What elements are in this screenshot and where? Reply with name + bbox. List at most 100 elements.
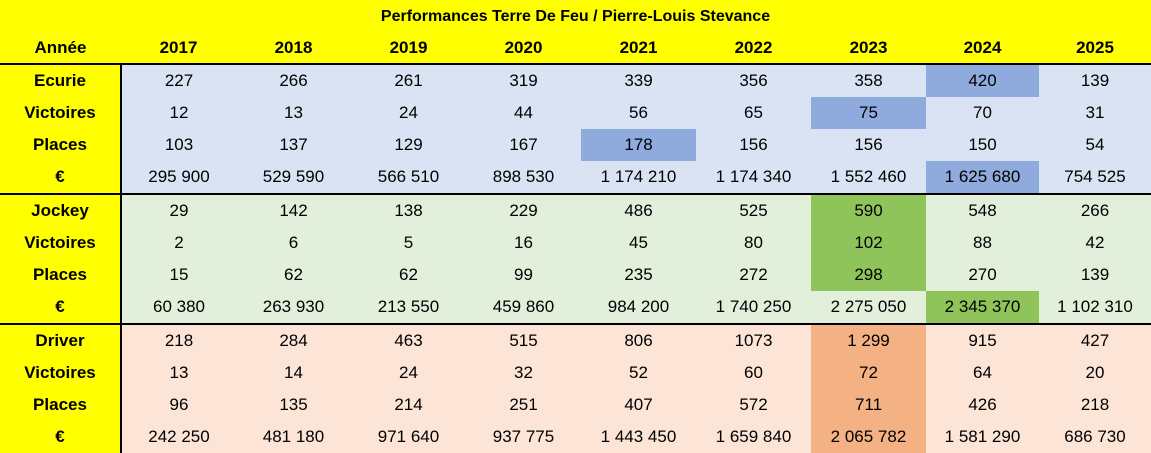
value-cell[interactable]: 1 102 310 (1039, 291, 1151, 324)
value-cell[interactable]: 1 552 460 (811, 161, 926, 194)
value-cell[interactable]: 272 (696, 259, 811, 291)
value-cell[interactable]: 31 (1039, 97, 1151, 129)
value-cell[interactable]: 263 930 (236, 291, 351, 324)
value-cell[interactable]: 2 345 370 (926, 291, 1039, 324)
value-cell[interactable]: 2 065 782 (811, 421, 926, 453)
value-cell[interactable]: 103 (121, 129, 236, 161)
value-cell[interactable]: 150 (926, 129, 1039, 161)
value-cell[interactable]: 266 (236, 63, 351, 97)
value-cell[interactable]: 915 (926, 323, 1039, 357)
value-cell[interactable]: 44 (466, 97, 581, 129)
value-cell[interactable]: 261 (351, 63, 466, 97)
value-cell[interactable]: 52 (581, 357, 696, 389)
value-cell[interactable]: 14 (236, 357, 351, 389)
value-cell[interactable]: 1 740 250 (696, 291, 811, 324)
value-cell[interactable]: 711 (811, 389, 926, 421)
value-cell[interactable]: 235 (581, 259, 696, 291)
value-cell[interactable]: 284 (236, 323, 351, 357)
value-cell[interactable]: 319 (466, 63, 581, 97)
value-cell[interactable]: 96 (121, 389, 236, 421)
value-cell[interactable]: 138 (351, 193, 466, 227)
value-cell[interactable]: 178 (581, 129, 696, 161)
value-cell[interactable]: 242 250 (121, 421, 236, 453)
value-cell[interactable]: 62 (351, 259, 466, 291)
value-cell[interactable]: 218 (121, 323, 236, 357)
value-cell[interactable]: 32 (466, 357, 581, 389)
value-cell[interactable]: 56 (581, 97, 696, 129)
value-cell[interactable]: 64 (926, 357, 1039, 389)
value-cell[interactable]: 420 (926, 63, 1039, 97)
value-cell[interactable]: 427 (1039, 323, 1151, 357)
value-cell[interactable]: 88 (926, 227, 1039, 259)
value-cell[interactable]: 29 (121, 193, 236, 227)
value-cell[interactable]: 45 (581, 227, 696, 259)
value-cell[interactable]: 1 443 450 (581, 421, 696, 453)
value-cell[interactable]: 24 (351, 97, 466, 129)
value-cell[interactable]: 459 860 (466, 291, 581, 324)
value-cell[interactable]: 42 (1039, 227, 1151, 259)
value-cell[interactable]: 139 (1039, 259, 1151, 291)
value-cell[interactable]: 2 (121, 227, 236, 259)
value-cell[interactable]: 213 550 (351, 291, 466, 324)
value-cell[interactable]: 898 530 (466, 161, 581, 194)
value-cell[interactable]: 13 (236, 97, 351, 129)
value-cell[interactable]: 6 (236, 227, 351, 259)
value-cell[interactable]: 60 (696, 357, 811, 389)
value-cell[interactable]: 486 (581, 193, 696, 227)
value-cell[interactable]: 60 380 (121, 291, 236, 324)
value-cell[interactable]: 72 (811, 357, 926, 389)
value-cell[interactable]: 407 (581, 389, 696, 421)
value-cell[interactable]: 529 590 (236, 161, 351, 194)
value-cell[interactable]: 5 (351, 227, 466, 259)
value-cell[interactable]: 426 (926, 389, 1039, 421)
value-cell[interactable]: 251 (466, 389, 581, 421)
value-cell[interactable]: 572 (696, 389, 811, 421)
value-cell[interactable]: 2 275 050 (811, 291, 926, 324)
value-cell[interactable]: 339 (581, 63, 696, 97)
value-cell[interactable]: 686 730 (1039, 421, 1151, 453)
value-cell[interactable]: 590 (811, 193, 926, 227)
value-cell[interactable]: 270 (926, 259, 1039, 291)
value-cell[interactable]: 548 (926, 193, 1039, 227)
value-cell[interactable]: 65 (696, 97, 811, 129)
value-cell[interactable]: 137 (236, 129, 351, 161)
value-cell[interactable]: 356 (696, 63, 811, 97)
value-cell[interactable]: 515 (466, 323, 581, 357)
value-cell[interactable]: 481 180 (236, 421, 351, 453)
value-cell[interactable]: 20 (1039, 357, 1151, 389)
value-cell[interactable]: 156 (811, 129, 926, 161)
value-cell[interactable]: 1 174 340 (696, 161, 811, 194)
value-cell[interactable]: 156 (696, 129, 811, 161)
value-cell[interactable]: 102 (811, 227, 926, 259)
value-cell[interactable]: 218 (1039, 389, 1151, 421)
value-cell[interactable]: 13 (121, 357, 236, 389)
value-cell[interactable]: 142 (236, 193, 351, 227)
value-cell[interactable]: 971 640 (351, 421, 466, 453)
value-cell[interactable]: 358 (811, 63, 926, 97)
value-cell[interactable]: 298 (811, 259, 926, 291)
value-cell[interactable]: 1 581 290 (926, 421, 1039, 453)
value-cell[interactable]: 75 (811, 97, 926, 129)
value-cell[interactable]: 463 (351, 323, 466, 357)
value-cell[interactable]: 15 (121, 259, 236, 291)
value-cell[interactable]: 54 (1039, 129, 1151, 161)
value-cell[interactable]: 12 (121, 97, 236, 129)
value-cell[interactable]: 937 775 (466, 421, 581, 453)
value-cell[interactable]: 16 (466, 227, 581, 259)
value-cell[interactable]: 135 (236, 389, 351, 421)
value-cell[interactable]: 227 (121, 63, 236, 97)
value-cell[interactable]: 214 (351, 389, 466, 421)
value-cell[interactable]: 99 (466, 259, 581, 291)
value-cell[interactable]: 80 (696, 227, 811, 259)
value-cell[interactable]: 229 (466, 193, 581, 227)
value-cell[interactable]: 129 (351, 129, 466, 161)
value-cell[interactable]: 139 (1039, 63, 1151, 97)
value-cell[interactable]: 62 (236, 259, 351, 291)
value-cell[interactable]: 525 (696, 193, 811, 227)
value-cell[interactable]: 754 525 (1039, 161, 1151, 194)
value-cell[interactable]: 70 (926, 97, 1039, 129)
value-cell[interactable]: 1 174 210 (581, 161, 696, 194)
value-cell[interactable]: 1073 (696, 323, 811, 357)
value-cell[interactable]: 1 625 680 (926, 161, 1039, 194)
value-cell[interactable]: 984 200 (581, 291, 696, 324)
